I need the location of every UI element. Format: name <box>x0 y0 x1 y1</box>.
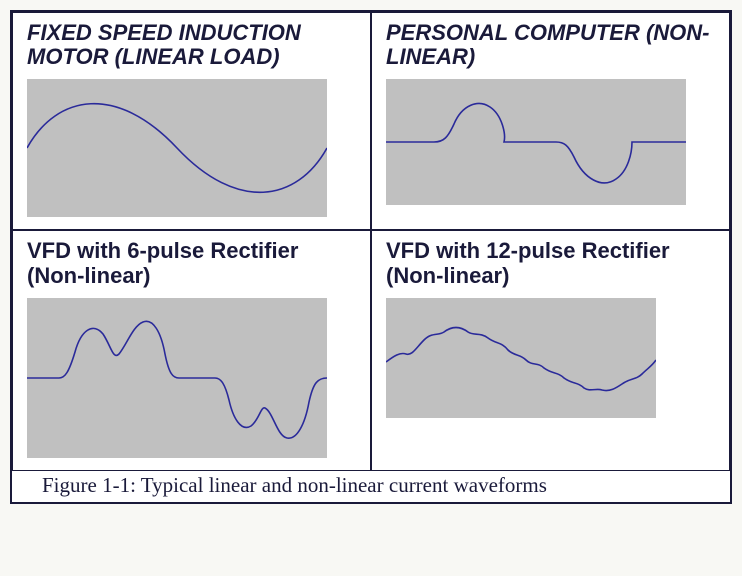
panel-personal-computer: PERSONAL COMPUTER (NON-LINEAR) <box>371 12 730 230</box>
figure-container: FIXED SPEED INDUCTION MOTOR (LINEAR LOAD… <box>10 10 732 504</box>
panel-vfd-12pulse: VFD with 12-pulse Rectifier (Non-linear) <box>371 230 730 470</box>
panel-title: PERSONAL COMPUTER (NON-LINEAR) <box>386 21 715 69</box>
waveform-fixed-speed <box>27 79 356 217</box>
panel-fixed-speed: FIXED SPEED INDUCTION MOTOR (LINEAR LOAD… <box>12 12 371 230</box>
harmonic-wave-icon <box>27 298 327 458</box>
figure-caption: Figure 1-1: Typical linear and non-linea… <box>12 471 730 502</box>
waveform-vfd-12pulse <box>386 298 715 418</box>
panel-title: FIXED SPEED INDUCTION MOTOR (LINEAR LOAD… <box>27 21 356 69</box>
panel-vfd-6pulse: VFD with 6-pulse Rectifier (Non-linear) <box>12 230 371 470</box>
waveform-vfd-6pulse <box>27 298 356 458</box>
ripple-wave-icon <box>386 298 656 418</box>
pulse-wave-icon <box>386 79 686 205</box>
panel-title: VFD with 6-pulse Rectifier (Non-linear) <box>27 239 356 287</box>
sine-wave-icon <box>27 79 327 217</box>
waveform-personal-computer <box>386 79 715 205</box>
panel-title: VFD with 12-pulse Rectifier (Non-linear) <box>386 239 715 287</box>
waveform-grid: FIXED SPEED INDUCTION MOTOR (LINEAR LOAD… <box>12 12 730 502</box>
